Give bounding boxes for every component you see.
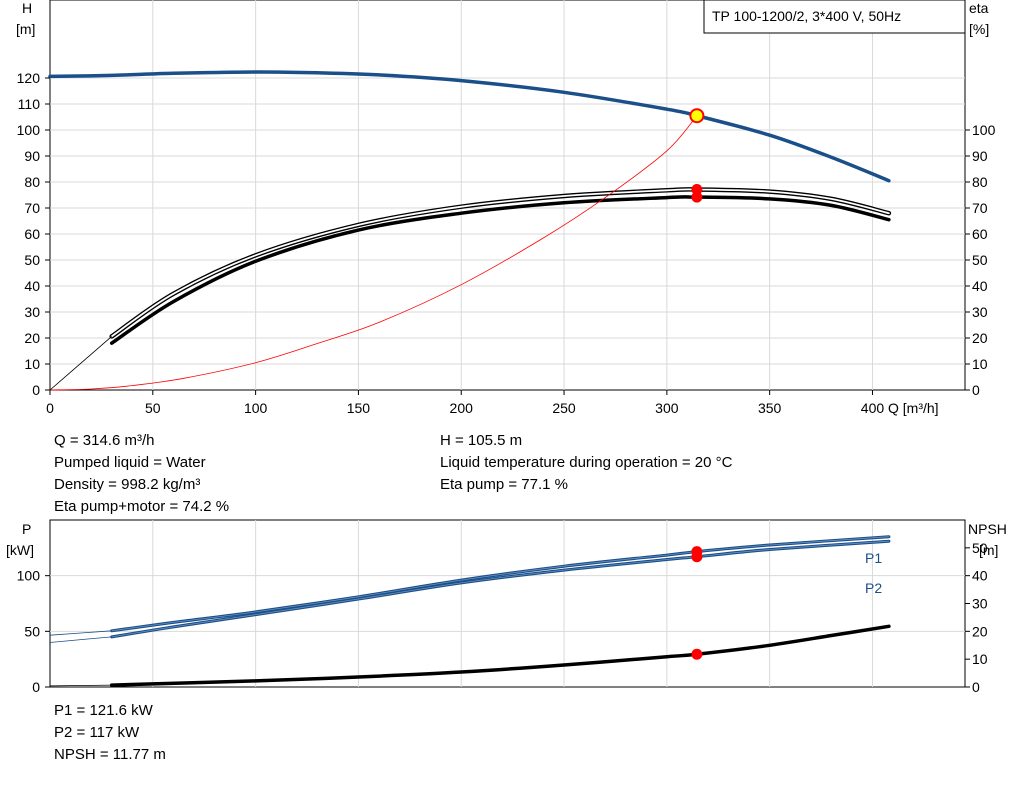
info-top-left: Q = 314.6 m³/h Pumped liquid = Water Den…: [54, 430, 229, 518]
eta-axis-unit: [%]: [969, 21, 989, 37]
operating-point-marker: [691, 184, 703, 196]
y-right-tick-label: 60: [972, 226, 988, 242]
y-right-tick-label: 0: [972, 382, 980, 398]
pump-label-box: [703, 0, 966, 34]
info-density: Density = 998.2 kg/m³: [54, 476, 201, 493]
npsh-extension-line: [49, 684, 112, 687]
p2-series-label: P2: [865, 580, 882, 596]
info-top-right: H = 105.5 m Liquid temperature during op…: [440, 430, 732, 496]
q-axis-label: Q [m³/h]: [888, 400, 939, 416]
operating-point-marker: [691, 551, 703, 563]
y-right-tick-label: 80: [972, 174, 988, 190]
p-axis-label: P: [22, 521, 31, 537]
operating-point-marker: [691, 191, 703, 203]
x-tick-label: 50: [145, 400, 161, 416]
y-right-tick-label: 10: [972, 356, 988, 372]
info-npsh: NPSH = 11.77 m: [54, 746, 166, 763]
power-p1-curve: [110, 535, 891, 633]
power-p2-curve-core: [111, 540, 889, 638]
y-left-tick-label: 80: [24, 174, 40, 190]
y-left-tick-label: 100: [17, 122, 41, 138]
operating-point-marker: [691, 648, 703, 660]
y-left-tick-label: 0: [32, 679, 40, 695]
y-right-tick-label: 50: [972, 252, 988, 268]
y-left-tick-label: 10: [24, 356, 40, 372]
axis-ticks: 0 50 100 150 200 250 300 350 4000102030405060708…: [17, 70, 996, 695]
info-eta-pump: Eta pump = 77.1 %: [440, 476, 568, 493]
head-curve: [48, 70, 891, 183]
npsh-curve: [109, 624, 891, 687]
info-p1: P1 = 121.6 kW: [54, 702, 153, 719]
y-left-tick-label: 120: [17, 70, 41, 86]
x-tick-label: 150: [347, 400, 371, 416]
p-axis-unit: [kW]: [6, 542, 34, 558]
eta-axis-label: eta: [969, 0, 989, 16]
x-tick-label: 200: [450, 400, 474, 416]
npsh-axis-label: NPSH: [968, 521, 1007, 537]
x-tick-label: 300: [655, 400, 679, 416]
x-tick-label: 400: [861, 400, 885, 416]
y-left-tick-label: 30: [24, 304, 40, 320]
y-left-tick-label: 50: [24, 623, 40, 639]
power-p2-curve: [110, 539, 891, 639]
y-right-tick-label: 20: [972, 623, 988, 639]
info-bottom: P1 = 121.6 kW P2 = 117 kW NPSH = 11.77 m: [54, 700, 166, 766]
x-tick-label: 350: [758, 400, 782, 416]
top-plot-grid: [50, 0, 965, 390]
y-left-tick-label: 0: [32, 382, 40, 398]
h-axis-label: H: [22, 0, 32, 16]
power-p1-curve-core: [111, 536, 889, 632]
eta-extension-line: [49, 336, 112, 391]
h-axis-unit: [m]: [16, 21, 35, 37]
p1-series-label: P1: [865, 550, 882, 566]
y-right-tick-label: 90: [972, 148, 988, 164]
eta-pump-curve: [109, 187, 892, 339]
npsh-axis-unit: [m]: [979, 542, 998, 558]
y-right-tick-label: 10: [972, 651, 988, 667]
system-curve: [49, 115, 698, 391]
p1-extension-line: [49, 630, 112, 636]
top-plot-curves: [48, 70, 892, 391]
duty-point-marker: [689, 108, 705, 124]
y-right-tick-label: 20: [972, 330, 988, 346]
info-head: H = 105.5 m: [440, 432, 523, 449]
y-left-tick-label: 100: [17, 568, 41, 584]
x-tick-label: 0: [46, 400, 54, 416]
bottom-plot-curves: [49, 535, 891, 687]
eta-pump-motor-curve: [109, 195, 891, 345]
y-left-tick-label: 70: [24, 200, 40, 216]
y-left-tick-label: 50: [24, 252, 40, 268]
y-right-tick-label: 50: [972, 540, 988, 556]
y-left-tick-label: 110: [18, 96, 41, 112]
pump-label: TP 100-1200/2, 3*400 V, 50Hz: [712, 8, 901, 24]
operating-points: [689, 108, 705, 660]
info-p2: P2 = 117 kW: [54, 724, 140, 741]
y-right-tick-label: 0: [972, 679, 980, 695]
info-flow: Q = 314.6 m³/h: [54, 432, 155, 449]
y-right-tick-label: 30: [972, 596, 988, 612]
y-right-tick-label: 40: [972, 568, 988, 584]
x-tick-label: 100: [244, 400, 268, 416]
y-left-tick-label: 60: [24, 226, 40, 242]
y-right-tick-label: 70: [972, 200, 988, 216]
x-tick-label: 250: [552, 400, 576, 416]
p2-extension-line: [49, 636, 112, 643]
top-plot-frame: [49, 0, 966, 391]
y-right-tick-label: 40: [972, 278, 988, 294]
eta-pump-curve-core: [110, 188, 890, 338]
info-pumped-liquid: Pumped liquid = Water: [54, 454, 206, 471]
info-liquid-temperature: Liquid temperature during operation = 20…: [440, 454, 733, 471]
y-left-tick-label: 90: [24, 148, 40, 164]
y-right-tick-label: 30: [972, 304, 988, 320]
y-left-tick-label: 20: [24, 330, 40, 346]
info-eta-pump-motor: Eta pump+motor = 74.2 %: [54, 498, 230, 515]
y-right-tick-label: 100: [972, 122, 996, 138]
y-left-tick-label: 40: [24, 278, 40, 294]
